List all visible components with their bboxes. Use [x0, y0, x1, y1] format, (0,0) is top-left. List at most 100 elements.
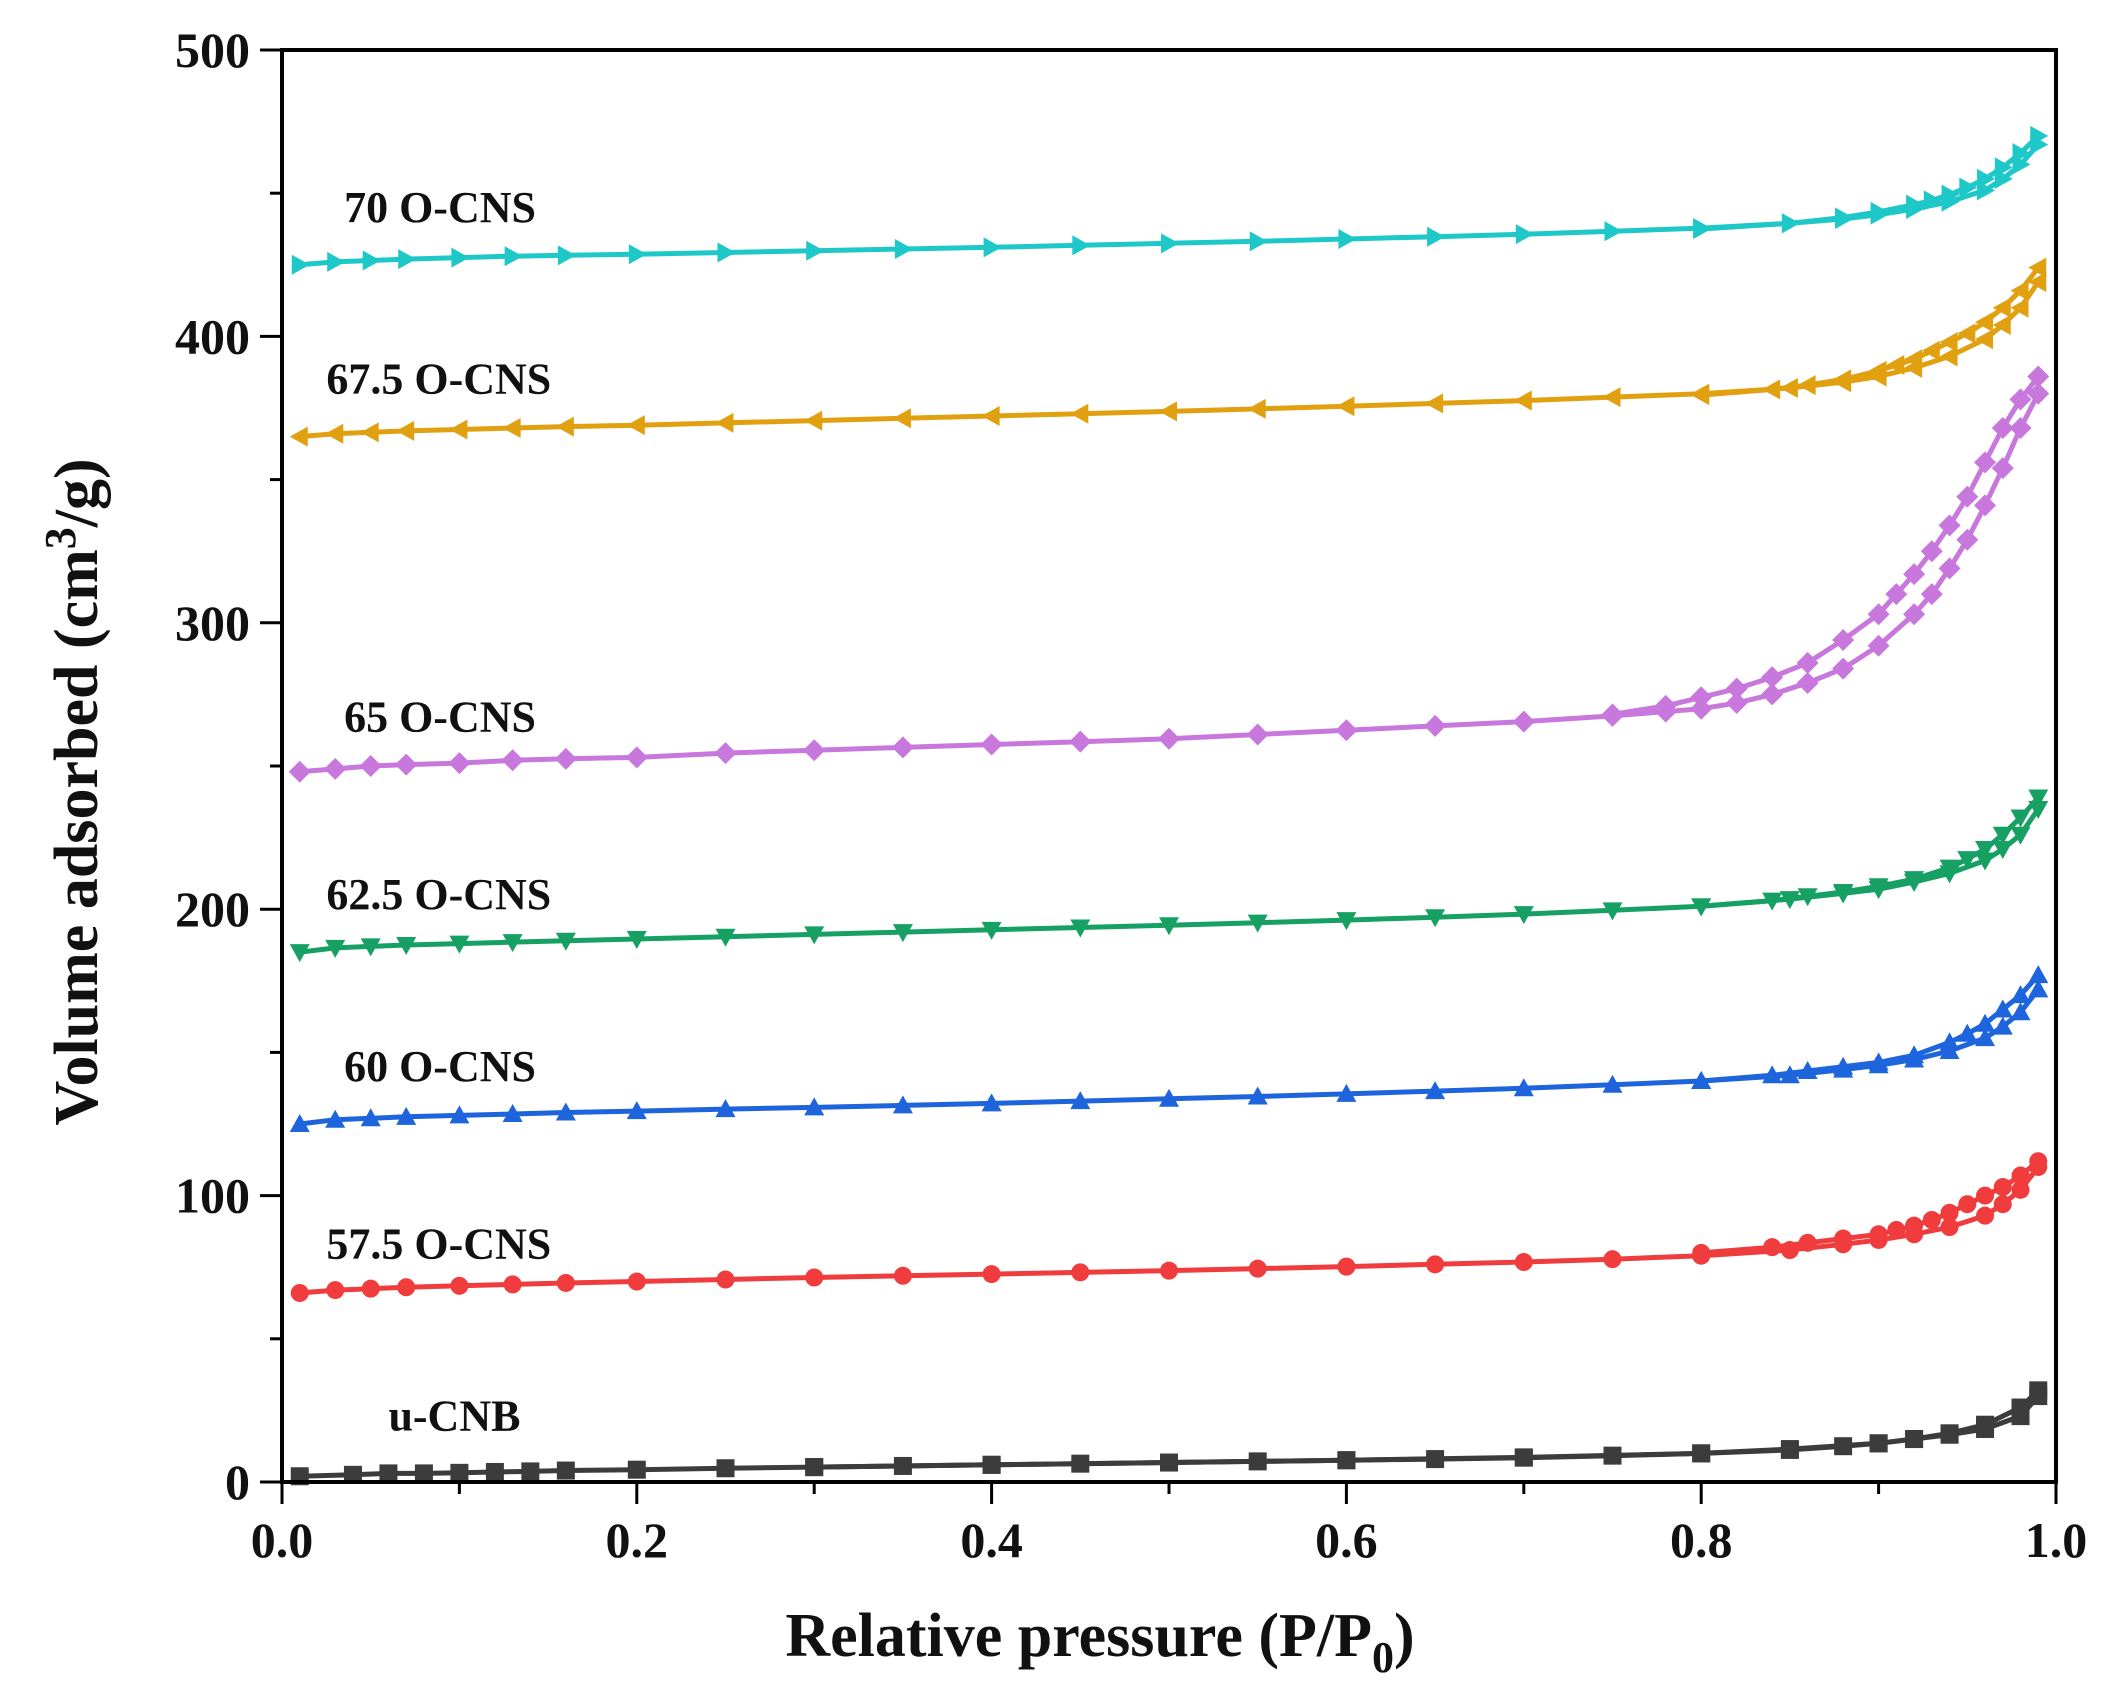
- data-point: [1905, 1216, 1924, 1235]
- series-57-5-o-cns: [290, 1152, 2048, 1302]
- data-point: [1833, 884, 1854, 903]
- data-point: [1161, 233, 1179, 254]
- data-point: [362, 250, 381, 271]
- data-point: [1070, 1091, 1091, 1110]
- data-point: [1869, 1225, 1888, 1244]
- data-point: [2028, 965, 2049, 984]
- x-tick-label: 0.4: [960, 1512, 1023, 1568]
- data-point: [1868, 360, 1887, 381]
- data-point: [1725, 691, 1748, 714]
- data-point: [1992, 297, 2011, 318]
- data-point: [450, 1463, 469, 1482]
- data-point: [359, 755, 382, 777]
- series-70-o-cns: [291, 125, 2049, 275]
- data-point: [1797, 375, 1816, 396]
- data-point: [2012, 143, 2031, 164]
- data-point: [325, 939, 346, 958]
- data-point: [1993, 1195, 2012, 1214]
- data-point: [1762, 892, 1783, 911]
- data-point: [1957, 1023, 1978, 1042]
- data-point: [1690, 686, 1713, 709]
- data-point: [521, 1462, 540, 1481]
- data-point: [2009, 388, 2032, 411]
- data-point: [485, 1462, 504, 1481]
- data-point: [2010, 809, 2031, 828]
- data-point: [1903, 563, 1926, 586]
- data-point: [627, 1460, 646, 1479]
- data-point: [1427, 226, 1446, 247]
- data-point: [1957, 851, 1978, 870]
- data-point: [1957, 323, 1976, 344]
- data-point: [1601, 703, 1624, 726]
- data-point: [1975, 1028, 1996, 1047]
- series-label-layer: u-CNB 57.5 O-CNS 60 O-CNS 62.5 O-CNS 65 O-CN…: [326, 183, 551, 1441]
- data-point: [1940, 1424, 1959, 1443]
- data-point: [1939, 859, 1960, 878]
- data-point: [628, 244, 647, 265]
- data-point: [1869, 1434, 1888, 1453]
- data-point: [555, 416, 574, 437]
- data-point: [1887, 1220, 1906, 1239]
- data-point: [2027, 382, 2050, 405]
- data-point: [892, 924, 913, 943]
- data-point: [451, 247, 470, 268]
- data-point: [892, 1095, 913, 1114]
- data-point: [555, 932, 576, 951]
- data-point: [1921, 340, 1940, 361]
- data-point: [805, 1268, 824, 1287]
- data-point: [625, 746, 648, 769]
- data-point: [501, 749, 524, 772]
- data-point: [715, 928, 736, 947]
- data-point: [1725, 677, 1748, 700]
- data-point: [716, 1459, 735, 1478]
- data-point: [1160, 1453, 1178, 1472]
- data-point: [1425, 393, 1444, 414]
- data-point: [324, 757, 347, 780]
- data-point: [289, 426, 308, 447]
- y-tick-label: 400: [175, 308, 250, 364]
- data-point: [2011, 1180, 2030, 1199]
- data-point: [1513, 1078, 1534, 1097]
- data-point: [1868, 878, 1889, 897]
- data-point: [326, 1281, 345, 1300]
- data-point: [2010, 985, 2031, 1004]
- data-point: [2028, 979, 2049, 998]
- data-point: [1761, 666, 1784, 689]
- data-point: [1513, 390, 1532, 411]
- data-point: [1956, 528, 1979, 551]
- data-point: [715, 1099, 736, 1118]
- data-point: [555, 1102, 576, 1121]
- data-point: [1991, 417, 2014, 440]
- data-point: [714, 742, 737, 765]
- data-point: [1976, 1415, 1995, 1434]
- x-tick-label: 0.8: [1670, 1512, 1733, 1568]
- data-point: [1796, 671, 1819, 694]
- data-point: [502, 1103, 523, 1122]
- data-point: [1336, 396, 1355, 417]
- y-tick-label: 200: [175, 881, 250, 937]
- data-point: [1992, 999, 2013, 1018]
- data-point: [980, 733, 1003, 756]
- data-point: [414, 1464, 433, 1483]
- data-point: [1832, 657, 1855, 680]
- series-layer: [288, 125, 2050, 1486]
- data-point: [715, 412, 734, 433]
- data-point: [1920, 583, 1943, 606]
- data-point: [1512, 710, 1535, 733]
- data-point: [2030, 125, 2049, 146]
- data-point: [289, 1114, 310, 1132]
- data-point: [1247, 914, 1268, 933]
- data-point: [1424, 714, 1447, 737]
- data-point: [2010, 280, 2029, 301]
- data-point: [1974, 494, 1997, 517]
- data-point: [327, 251, 346, 272]
- data-point: [1975, 841, 1996, 860]
- data-point: [891, 736, 914, 759]
- data-point: [981, 921, 1002, 940]
- data-point: [291, 254, 310, 275]
- data-point: [449, 1105, 470, 1124]
- data-point: [1923, 190, 1942, 211]
- data-point: [1691, 898, 1712, 917]
- data-point: [1940, 1203, 1959, 1222]
